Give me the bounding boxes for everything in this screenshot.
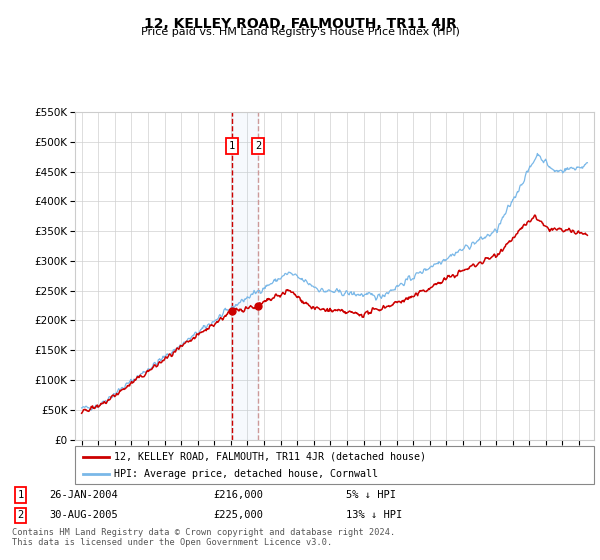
Text: 2: 2 [255,141,262,151]
FancyBboxPatch shape [75,446,594,484]
Text: 12, KELLEY ROAD, FALMOUTH, TR11 4JR (detached house): 12, KELLEY ROAD, FALMOUTH, TR11 4JR (det… [114,451,426,461]
Text: 5% ↓ HPI: 5% ↓ HPI [346,490,396,500]
Text: Price paid vs. HM Land Registry's House Price Index (HPI): Price paid vs. HM Land Registry's House … [140,27,460,37]
Text: 26-JAN-2004: 26-JAN-2004 [49,490,118,500]
Text: £216,000: £216,000 [214,490,263,500]
Text: HPI: Average price, detached house, Cornwall: HPI: Average price, detached house, Corn… [114,469,378,479]
Bar [232,112,259,440]
Text: 13% ↓ HPI: 13% ↓ HPI [346,510,403,520]
Text: Contains HM Land Registry data © Crown copyright and database right 2024.
This d: Contains HM Land Registry data © Crown c… [12,528,395,547]
Text: 30-AUG-2005: 30-AUG-2005 [49,510,118,520]
Text: 1: 1 [229,141,235,151]
Text: £225,000: £225,000 [214,510,263,520]
Text: 1: 1 [17,490,24,500]
Text: 12, KELLEY ROAD, FALMOUTH, TR11 4JR: 12, KELLEY ROAD, FALMOUTH, TR11 4JR [143,17,457,31]
Text: 2: 2 [17,510,24,520]
